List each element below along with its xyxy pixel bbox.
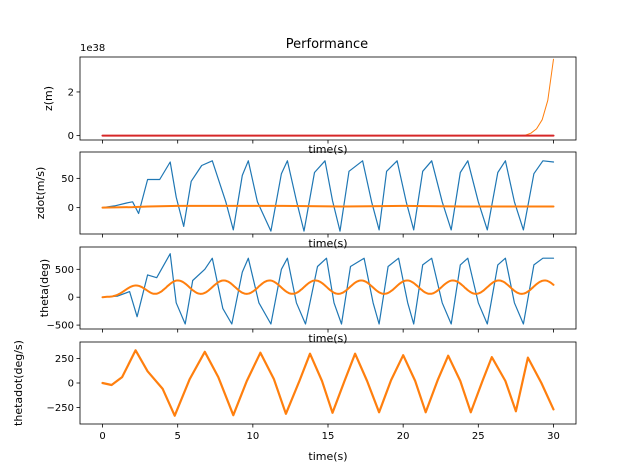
y-axis-label: thetadot(deg/s) (12, 340, 25, 426)
series-line-1 (101, 253, 555, 325)
axes-group: 02time(s)z(m)050time(s)zdot(m/s)−5000500… (12, 56, 577, 463)
series-group (101, 349, 555, 417)
subplot-4: −250 0 250 0 5 10 15 20 25 30 time(s) thetadot(deg/… (12, 340, 577, 463)
y-tick-label: −250 (47, 403, 74, 414)
x-tick-label: 15 (322, 431, 335, 442)
y-tick-label: 2 (68, 87, 74, 98)
x-tick-label: 20 (397, 431, 410, 442)
series-line-1 (101, 349, 555, 417)
x-axis-label: time(s) (308, 143, 347, 156)
y-tick-label: 500 (55, 265, 74, 276)
y-tick-label: 0 (68, 379, 74, 390)
x-axis-label: time(s) (308, 332, 347, 345)
offset-text: 1e38 (80, 43, 105, 54)
y-axis-label: theta(deg) (38, 259, 51, 317)
x-tick-label: 10 (246, 431, 259, 442)
series-line-1 (101, 160, 555, 232)
chart-title: Performance (286, 37, 368, 52)
x-tick-label: 30 (547, 431, 560, 442)
x-tick-label: 5 (175, 431, 181, 442)
series-group (101, 253, 555, 325)
series-line-2 (101, 204, 555, 209)
y-tick-label: 250 (55, 354, 74, 365)
subplot-3: −500 0 500 time(s) theta(deg) (38, 246, 577, 345)
x-axis-label: time(s) (308, 237, 347, 250)
y-tick-label: 50 (61, 174, 74, 185)
series-group (101, 160, 555, 232)
y-tick-label: −500 (47, 321, 74, 332)
y-axis-label: z(m) (42, 86, 55, 111)
y-axis-label: zdot(m/s) (34, 167, 47, 220)
y-tick-label: 0 (68, 131, 74, 142)
x-tick-label: 0 (99, 431, 105, 442)
y-tick-label: 0 (68, 203, 74, 214)
y-tick-label: 0 (68, 293, 74, 304)
series-group (101, 58, 555, 137)
x-axis-label: time(s) (308, 450, 347, 463)
series-line-2 (101, 279, 555, 299)
subplot-1: 0 2 time(s) z(m) (42, 56, 577, 156)
x-tick-label: 25 (472, 431, 485, 442)
